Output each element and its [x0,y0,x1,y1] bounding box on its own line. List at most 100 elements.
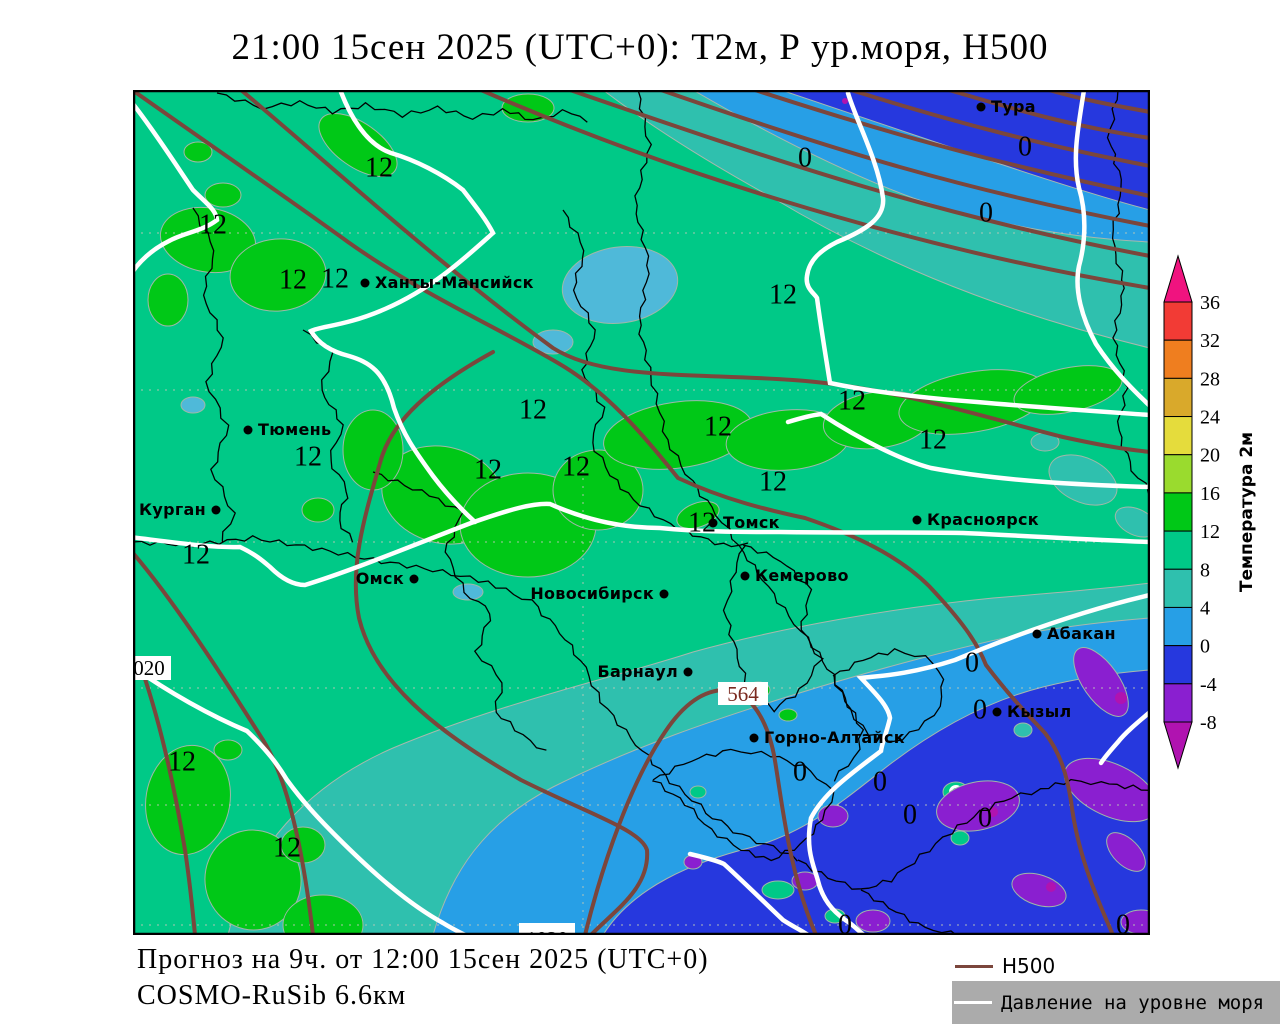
contour-value-text: 020 [133,656,165,680]
city-marker: Барнаул [597,662,693,681]
colorbar-segment [1163,683,1193,723]
isotherm-label: 12 [919,425,947,456]
isotherm-label: 12 [562,452,590,483]
colorbar-tick-label: 28 [1200,368,1220,390]
city-marker: Тура [976,97,1036,116]
contour-value-text: 564 [727,682,759,706]
legend-h500-label: Н500 [1002,954,1056,978]
city-marker: Новосибирск [530,584,669,603]
admin-border [832,648,945,743]
city-marker: Горно-Алтайск [749,728,905,747]
city-label: Горно-Алтайск [764,728,905,747]
isotherm-label: 0 [838,910,852,936]
admin-border [192,207,236,543]
city-marker: Кемерово [740,566,849,585]
city-marker: Омск [356,569,419,588]
legend-pressure: Давление на уровне моря [952,981,1280,1024]
isotherm-label: 0 [973,695,987,726]
city-dot [740,571,750,581]
isotherm-label: 12 [182,540,210,571]
colorbar-segment [1163,454,1193,494]
city-label: Тюмень [258,420,331,439]
city-marker: Тюмень [243,420,331,439]
h500-line-swatch [955,964,993,968]
city-label: Томск [723,513,780,532]
isotherm-label: 0 [793,757,807,788]
contour-value-text: 1020 [526,927,568,935]
city-dot [976,102,986,112]
city-label: Новосибирск [530,584,654,603]
colorbar-segment [1163,645,1193,685]
pressure-height-value-box: 564 [718,682,768,706]
city-label: Кызыл [1007,702,1072,721]
city-dot [992,707,1002,717]
isotherm-label: 0 [979,198,993,229]
admin-border [797,778,1150,890]
isotherm-label: 0 [1116,910,1130,936]
isotherm-label: 12 [273,833,301,864]
admin-border [652,748,835,862]
isotherm-label: 12 [519,395,547,426]
weather-map-canvas: 564 020 1020 12 12 12 12 12 12 12 12 12 12 12 12 12 12 1… [133,90,1150,935]
city-label: Барнаул [597,662,678,681]
city-dot [360,278,370,288]
city-marker: Абакан [1032,624,1116,643]
map-frame [133,90,1150,935]
colorbar-segment [1163,416,1193,456]
city-label: Кемерово [755,566,849,585]
pressure-height-value-box: 1020 [519,923,575,935]
legend-h500: Н500 [953,953,1280,979]
isotherm-label: 0 [978,803,992,834]
colorbar-segment [1163,530,1193,570]
city-dot [659,589,669,599]
isotherm-label: 12 [199,210,227,241]
cities-layer: Тура Ханты-Мансийск Тюмень Курган Омск Томск Н… [139,97,1116,747]
h500-contours-layer [133,90,1150,935]
weather-map: 564 020 1020 12 12 12 12 12 12 12 12 12 12 12 12 12 12 1… [133,90,1150,935]
colorbar-segment [1163,377,1193,418]
pressure-height-value-box: 020 [133,656,171,680]
city-dot [243,425,253,435]
city-marker: Красноярск [912,510,1039,529]
legend-pressure-label: Давление на уровне моря [1001,991,1265,1014]
isotherm-label: 0 [1018,132,1032,163]
colorbar-segment [1163,568,1193,608]
city-dot [749,733,759,743]
city-label: Омск [356,569,404,588]
temperature-colorbar: 36 32 28 24 20 16 12 8 4 0 -4 -8 Температура 2м [1150,250,1280,770]
city-dot [912,515,922,525]
isotherm-label: 0 [903,800,917,831]
city-dot [409,574,419,584]
colorbar-tick-label: 12 [1200,521,1220,543]
isotherm-label: 0 [873,767,887,798]
isotherm-label: 12 [321,264,349,295]
pressure-contours-layer [133,90,1150,935]
city-label: Красноярск [927,510,1039,529]
isotherm-label: 12 [838,386,866,417]
isotherm-label: 12 [704,412,732,443]
colorbar-segment [1163,492,1193,532]
colorbar-tick-label: 20 [1200,445,1220,467]
city-dot [708,518,718,528]
city-marker: Курган [139,500,221,519]
colorbar-tick-label: 32 [1200,330,1220,352]
isotherm-label: 12 [759,467,787,498]
page-title: 21:00 15сен 2025 (UTC+0): Т2м, Р ур.моря… [231,27,1049,68]
model-info: COSMO-RuSib 6.6км [137,980,407,1011]
admin-border [860,889,958,935]
isotherm-label: 12 [474,455,502,486]
city-marker: Ханты-Мансийск [360,273,533,292]
colorbar-tick-label: 36 [1200,292,1220,314]
colorbar-tick-label: 8 [1200,559,1210,581]
admin-border [216,92,588,123]
city-label: Абакан [1047,624,1116,643]
colorbar-segment [1163,339,1193,379]
colorbar-tick-label: 16 [1200,483,1220,505]
isotherm-label: 12 [294,442,322,473]
temperature-colorbar-canvas: 36 32 28 24 20 16 12 8 4 0 -4 -8 Температура 2м [1163,254,1257,770]
city-label: Тура [991,97,1036,116]
city-dot [211,505,221,515]
pressure-line-swatch [954,1001,992,1004]
city-dot [683,667,693,677]
city-marker: Кызыл [992,702,1072,721]
